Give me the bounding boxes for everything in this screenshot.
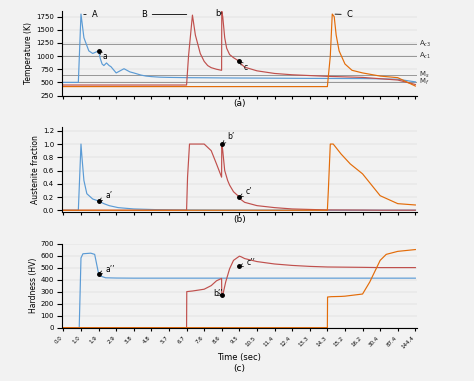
Text: b: b [216, 8, 222, 18]
Text: C: C [335, 10, 353, 19]
Text: c: c [240, 62, 248, 72]
Text: a: a [99, 51, 108, 61]
Y-axis label: Temperature (K): Temperature (K) [24, 22, 33, 85]
Text: A$_{c1}$: A$_{c1}$ [419, 51, 431, 61]
Text: A$_{c3}$: A$_{c3}$ [419, 39, 431, 49]
Y-axis label: Hardness (HV): Hardness (HV) [29, 258, 38, 313]
Text: b’’: b’’ [213, 290, 223, 298]
Text: c’’: c’’ [240, 258, 255, 267]
Text: a’’: a’’ [100, 265, 115, 274]
X-axis label: Time (sec): Time (sec) [218, 353, 261, 362]
Text: (b): (b) [233, 215, 246, 224]
Text: B: B [141, 10, 187, 19]
Text: b’: b’ [222, 132, 235, 144]
Text: A: A [84, 10, 98, 19]
Text: a’: a’ [99, 191, 113, 201]
Text: M$_s$: M$_s$ [419, 69, 429, 80]
Text: (c): (c) [233, 364, 246, 373]
Y-axis label: Austenite fraction: Austenite fraction [31, 135, 40, 204]
Text: c’: c’ [240, 187, 252, 197]
Text: M$_f$: M$_f$ [419, 77, 429, 88]
Text: (a): (a) [233, 99, 246, 107]
